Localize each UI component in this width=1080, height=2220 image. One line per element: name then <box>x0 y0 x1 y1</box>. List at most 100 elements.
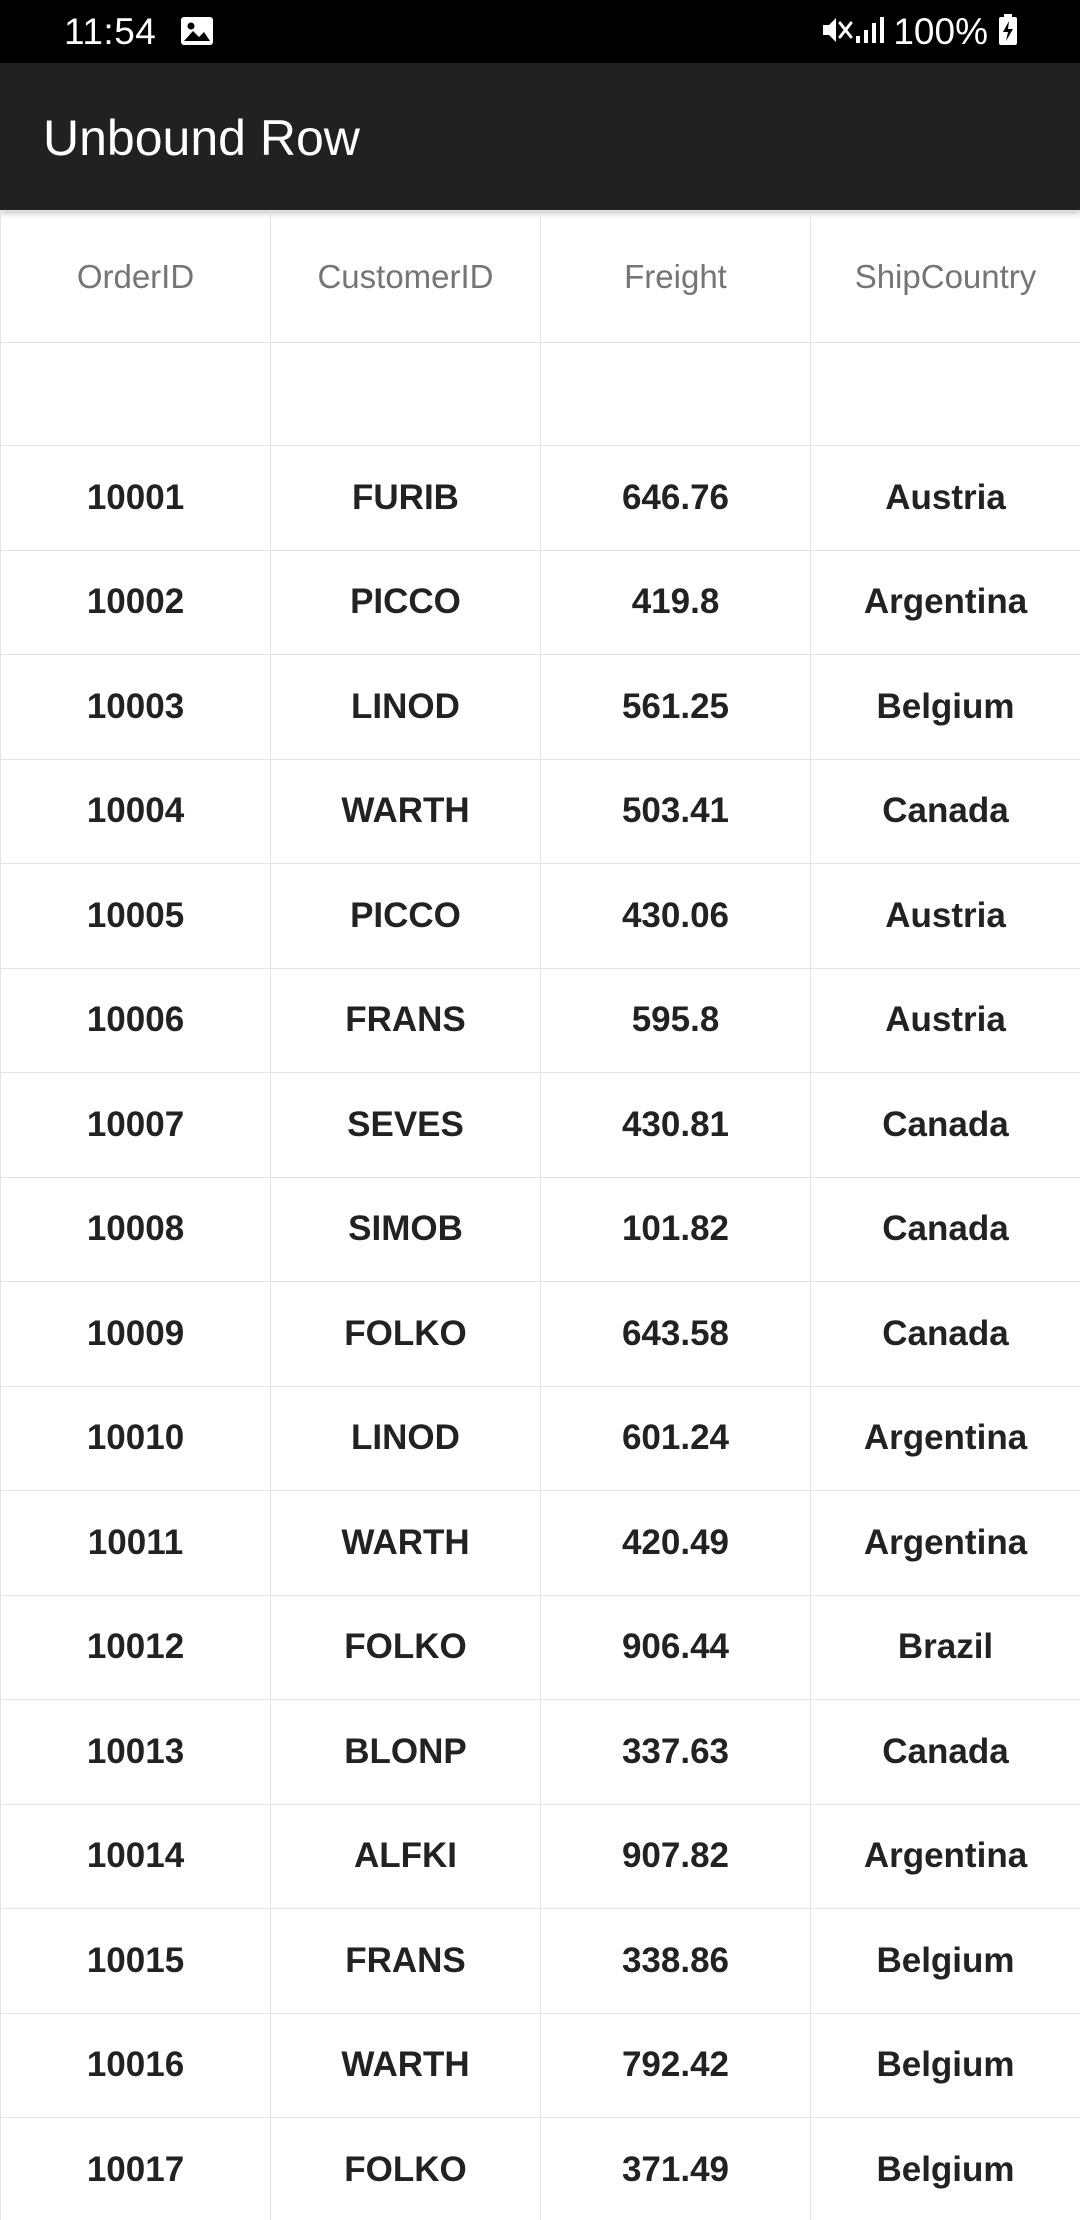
cell-orderid: 10003 <box>0 654 271 760</box>
table-row[interactable]: 10009 FOLKO 643.58 Canada <box>0 1281 1080 1387</box>
cell-freight: 419.8 <box>540 549 811 655</box>
cell-customerid: PICCO <box>270 549 541 655</box>
cell-orderid: 10010 <box>0 1385 271 1491</box>
gallery-icon <box>180 16 214 46</box>
cell-orderid: 10004 <box>0 758 271 864</box>
cell-shipcountry: Brazil <box>810 1594 1080 1700</box>
table-row[interactable]: 10013 BLONP 337.63 Canada <box>0 1699 1080 1805</box>
cell-orderid: 10016 <box>0 2012 271 2118</box>
unbound-row[interactable] <box>0 342 1080 446</box>
status-time: 11:54 <box>64 11 157 52</box>
table-row[interactable]: 10011 WARTH 420.49 Argentina <box>0 1490 1080 1596</box>
cell-customerid: WARTH <box>270 758 541 864</box>
cell-customerid: PICCO <box>270 863 541 969</box>
table-row[interactable]: 10004 WARTH 503.41 Canada <box>0 758 1080 864</box>
cell-orderid: 10013 <box>0 1699 271 1805</box>
unbound-cell[interactable] <box>810 342 1080 446</box>
cell-customerid: BLONP <box>270 1699 541 1805</box>
table-row[interactable]: 10007 SEVES 430.81 Canada <box>0 1072 1080 1178</box>
cell-customerid: FOLKO <box>270 1281 541 1387</box>
header-row: OrderID CustomerID Freight ShipCountry <box>0 210 1080 343</box>
cell-orderid: 10014 <box>0 1803 271 1909</box>
cell-customerid: FOLKO <box>270 1594 541 1700</box>
column-header-orderid[interactable]: OrderID <box>0 210 271 343</box>
cell-freight: 503.41 <box>540 758 811 864</box>
cell-freight: 646.76 <box>540 445 811 551</box>
cell-orderid: 10009 <box>0 1281 271 1387</box>
battery-percent: 100% <box>893 11 988 52</box>
mute-icon <box>821 14 855 51</box>
cell-orderid: 10015 <box>0 1908 271 2014</box>
cell-shipcountry: Argentina <box>810 1803 1080 1909</box>
page-title: Unbound Row <box>43 110 360 166</box>
cell-customerid: WARTH <box>270 2012 541 2118</box>
grid-table: OrderID CustomerID Freight ShipCountry 1… <box>0 210 1080 2220</box>
cell-shipcountry: Argentina <box>810 1385 1080 1491</box>
status-icons: 100% <box>821 10 1018 54</box>
unbound-cell[interactable] <box>0 342 271 446</box>
cell-freight: 561.25 <box>540 654 811 760</box>
cell-customerid: SIMOB <box>270 1176 541 1282</box>
cell-orderid: 10006 <box>0 967 271 1073</box>
cell-customerid: FRANS <box>270 967 541 1073</box>
signal-icon <box>855 16 885 49</box>
cell-shipcountry: Canada <box>810 1072 1080 1178</box>
table-row[interactable]: 10016 WARTH 792.42 Belgium <box>0 2012 1080 2118</box>
table-row[interactable]: 10005 PICCO 430.06 Austria <box>0 863 1080 969</box>
cell-customerid: SEVES <box>270 1072 541 1178</box>
cell-freight: 595.8 <box>540 967 811 1073</box>
column-header-shipcountry[interactable]: ShipCountry <box>810 210 1080 343</box>
cell-freight: 101.82 <box>540 1176 811 1282</box>
app-bar: Unbound Row <box>0 63 1080 210</box>
cell-orderid: 10005 <box>0 863 271 969</box>
table-row[interactable]: 10001 FURIB 646.76 Austria <box>0 445 1080 551</box>
cell-freight: 601.24 <box>540 1385 811 1491</box>
cell-customerid: FOLKO <box>270 2117 541 2220</box>
cell-customerid: WARTH <box>270 1490 541 1596</box>
cell-orderid: 10007 <box>0 1072 271 1178</box>
data-grid[interactable]: OrderID CustomerID Freight ShipCountry 1… <box>0 210 1080 2220</box>
cell-freight: 337.63 <box>540 1699 811 1805</box>
cell-freight: 906.44 <box>540 1594 811 1700</box>
cell-orderid: 10017 <box>0 2117 271 2220</box>
cell-shipcountry: Austria <box>810 967 1080 1073</box>
cell-shipcountry: Canada <box>810 1176 1080 1282</box>
cell-freight: 371.49 <box>540 2117 811 2220</box>
cell-customerid: LINOD <box>270 654 541 760</box>
table-row[interactable]: 10014 ALFKI 907.82 Argentina <box>0 1803 1080 1909</box>
table-row[interactable]: 10003 LINOD 561.25 Belgium <box>0 654 1080 760</box>
cell-orderid: 10001 <box>0 445 271 551</box>
table-row[interactable]: 10008 SIMOB 101.82 Canada <box>0 1176 1080 1282</box>
table-row[interactable]: 10012 FOLKO 906.44 Brazil <box>0 1594 1080 1700</box>
cell-freight: 430.06 <box>540 863 811 969</box>
cell-shipcountry: Belgium <box>810 654 1080 760</box>
unbound-cell[interactable] <box>270 342 541 446</box>
cell-customerid: LINOD <box>270 1385 541 1491</box>
cell-customerid: FURIB <box>270 445 541 551</box>
table-row[interactable]: 10002 PICCO 419.8 Argentina <box>0 549 1080 655</box>
cell-orderid: 10008 <box>0 1176 271 1282</box>
cell-shipcountry: Belgium <box>810 2012 1080 2118</box>
battery-charging-icon <box>998 13 1018 51</box>
cell-shipcountry: Belgium <box>810 1908 1080 2014</box>
status-bar: 11:54 100% <box>0 0 1080 63</box>
cell-freight: 907.82 <box>540 1803 811 1909</box>
unbound-cell[interactable] <box>540 342 811 446</box>
cell-freight: 420.49 <box>540 1490 811 1596</box>
column-header-customerid[interactable]: CustomerID <box>270 210 541 343</box>
table-row[interactable]: 10017 FOLKO 371.49 Belgium <box>0 2117 1080 2220</box>
cell-shipcountry: Canada <box>810 1699 1080 1805</box>
cell-freight: 792.42 <box>540 2012 811 2118</box>
cell-freight: 643.58 <box>540 1281 811 1387</box>
table-row[interactable]: 10015 FRANS 338.86 Belgium <box>0 1908 1080 2014</box>
cell-shipcountry: Argentina <box>810 1490 1080 1596</box>
cell-shipcountry: Canada <box>810 758 1080 864</box>
cell-orderid: 10012 <box>0 1594 271 1700</box>
cell-customerid: FRANS <box>270 1908 541 2014</box>
cell-shipcountry: Belgium <box>810 2117 1080 2220</box>
cell-shipcountry: Argentina <box>810 549 1080 655</box>
column-header-freight[interactable]: Freight <box>540 210 811 343</box>
cell-freight: 338.86 <box>540 1908 811 2014</box>
table-row[interactable]: 10006 FRANS 595.8 Austria <box>0 967 1080 1073</box>
table-row[interactable]: 10010 LINOD 601.24 Argentina <box>0 1385 1080 1491</box>
